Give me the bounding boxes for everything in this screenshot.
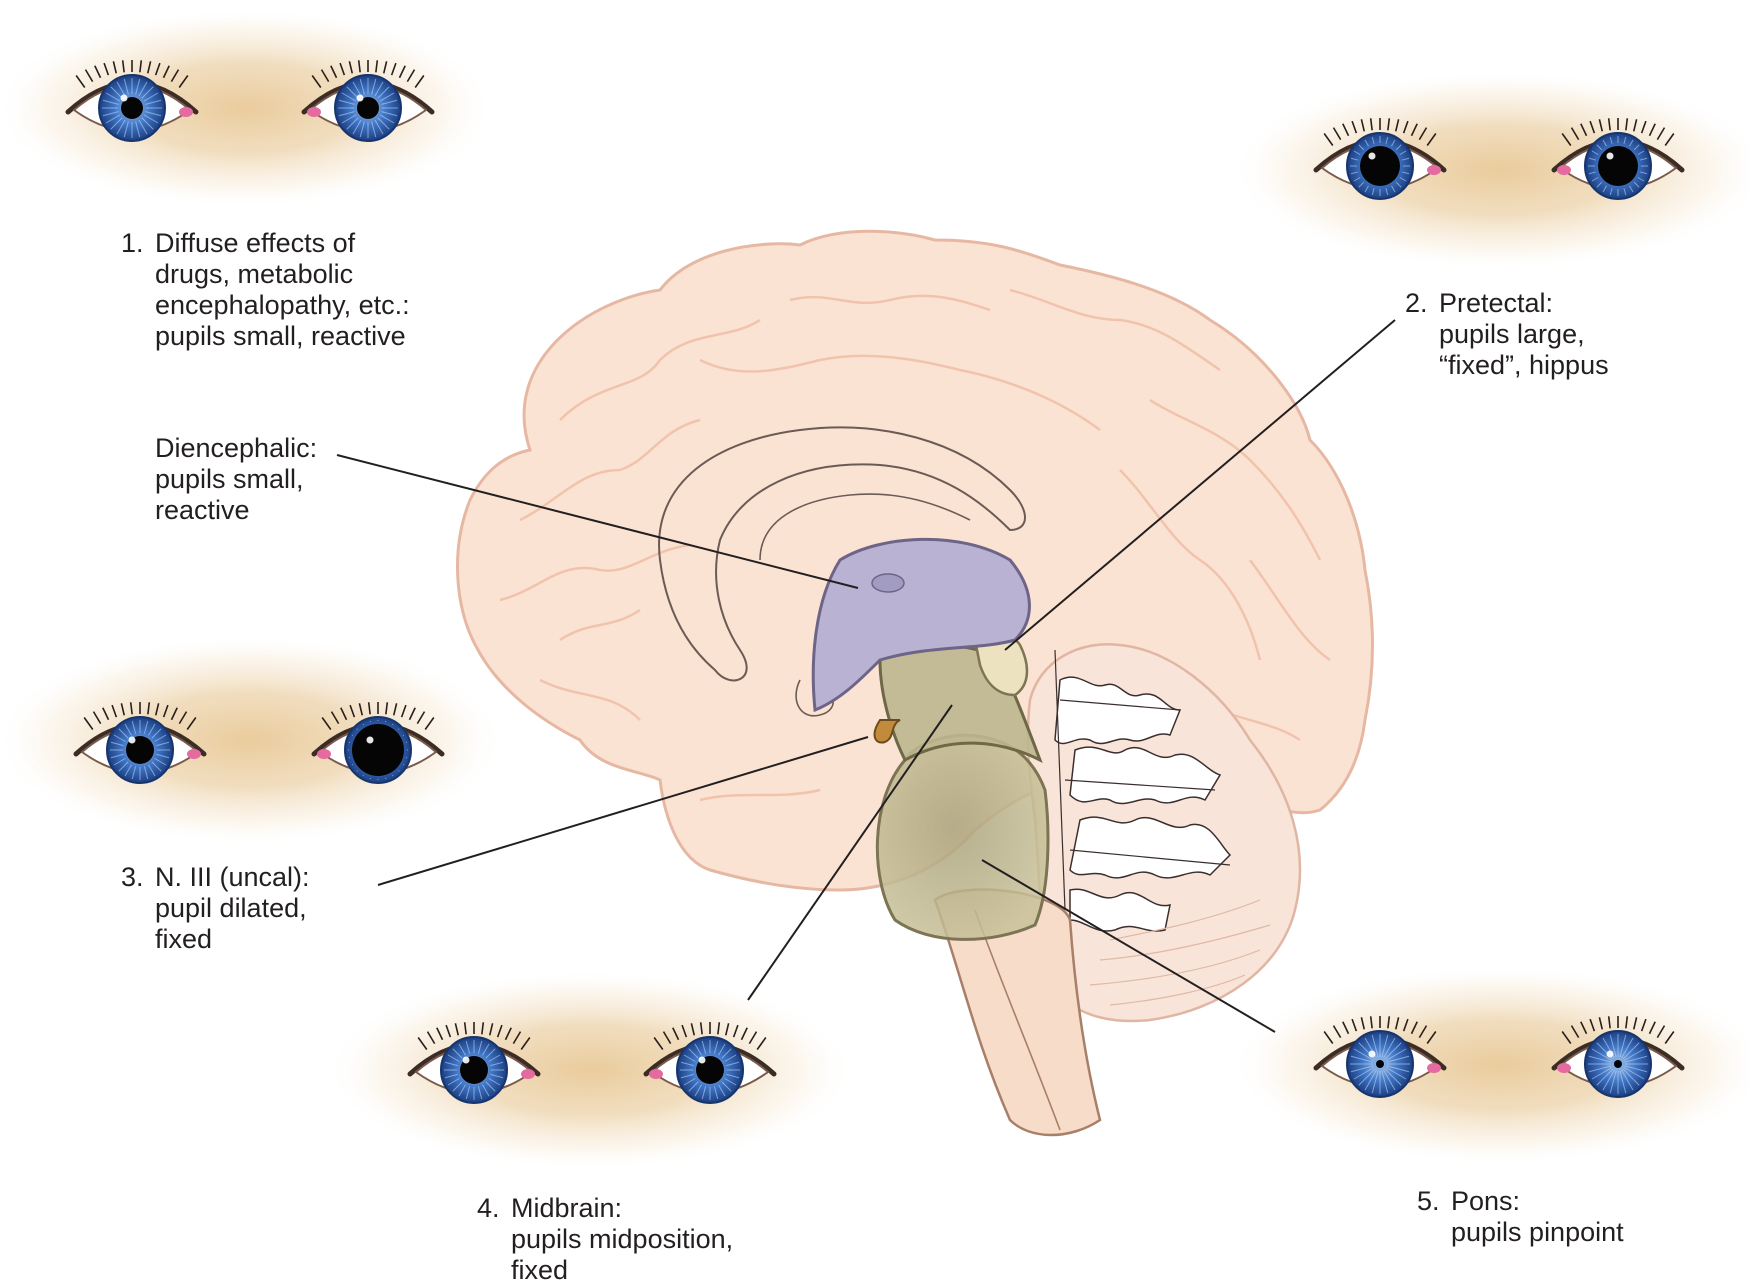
caruncle [187, 749, 201, 759]
skin-glow [0, 635, 505, 845]
iris-fiber [363, 775, 364, 776]
label-pons: 5. Pons: pupils pinpoint [1417, 1186, 1624, 1248]
eye-highlight [463, 1057, 470, 1064]
pupil [1360, 146, 1400, 186]
pupil [1598, 146, 1638, 186]
eye-highlight [121, 95, 128, 102]
label-number: 2. [1405, 288, 1428, 319]
caruncle [1427, 165, 1441, 175]
iris-fiber [357, 729, 358, 730]
eye-highlight [1607, 153, 1614, 160]
label-number: 4. [477, 1193, 500, 1224]
eye-highlight [1369, 153, 1376, 160]
label-line: Pretectal: [1439, 288, 1609, 319]
caruncle [649, 1069, 663, 1079]
caruncle [1557, 1063, 1571, 1073]
label-line: pupils pinpoint [1451, 1217, 1624, 1248]
eye-highlight [129, 737, 136, 744]
caruncle [317, 749, 331, 759]
massa-intermedia [872, 574, 904, 592]
caruncle [521, 1069, 535, 1079]
label-diffuse: 1. Diffuse effects of drugs, metabolic e… [121, 228, 410, 352]
label-pretectal: 2. Pretectal: pupils large, “fixed”, hip… [1405, 288, 1609, 381]
iris-fiber [403, 765, 404, 766]
eye-pair-midbrain [325, 970, 855, 1170]
eye-highlight [367, 737, 374, 744]
label-diencephalic: Diencephalic: pupils small, reactive [121, 433, 317, 526]
pupil [352, 724, 404, 776]
pons [877, 735, 1048, 939]
caruncle [1557, 165, 1571, 175]
label-line: Diencephalic: [155, 433, 317, 464]
label-line: pupils large, [1439, 319, 1609, 350]
label-line: Midbrain: [511, 1193, 733, 1224]
iris-fiber [399, 729, 400, 730]
pupil [1614, 1060, 1622, 1068]
eye-highlight [357, 95, 364, 102]
label-line: pupils small, [155, 464, 317, 495]
eye-pair-pretectal [1230, 70, 1750, 270]
label-line: pupils small, reactive [155, 321, 410, 352]
eye-pair-uncal [0, 635, 505, 845]
label-line: N. III (uncal): [155, 862, 310, 893]
skin-glow [325, 970, 855, 1170]
label-midbrain: 4. Midbrain: pupils midposition, fixed [477, 1193, 733, 1286]
eye-pair-diffuse [0, 8, 495, 208]
label-line: reactive [155, 495, 317, 526]
pupil [1376, 1060, 1384, 1068]
caruncle [179, 107, 193, 117]
caruncle [307, 107, 321, 117]
label-line: pupil dilated, [155, 893, 310, 924]
label-number: 3. [121, 862, 144, 893]
iris-fiber [403, 735, 404, 736]
label-line: Diffuse effects of [155, 228, 410, 259]
label-line: encephalopathy, etc.: [155, 290, 410, 321]
eye-highlight [1369, 1051, 1376, 1058]
iris-fiber [352, 735, 353, 736]
label-line: pupils midposition, [511, 1224, 733, 1255]
label-line: fixed [155, 924, 310, 955]
caruncle [1427, 1063, 1441, 1073]
label-uncal: 3. N. III (uncal): pupil dilated, fixed [121, 862, 310, 955]
iris-fiber [393, 775, 394, 776]
label-line: fixed [511, 1255, 733, 1286]
label-number: 5. [1417, 1186, 1440, 1217]
iris-fiber [357, 771, 358, 772]
iris-fiber [393, 724, 394, 725]
eye-highlight [1607, 1051, 1614, 1058]
eye-pair-pons [1230, 965, 1750, 1165]
label-line: drugs, metabolic [155, 259, 410, 290]
iris-fiber [352, 765, 353, 766]
iris-fiber [399, 771, 400, 772]
label-line: Pons: [1451, 1186, 1624, 1217]
eye-highlight [699, 1057, 706, 1064]
label-number: 1. [121, 228, 144, 259]
label-line: “fixed”, hippus [1439, 350, 1609, 381]
iris-fiber [363, 724, 364, 725]
